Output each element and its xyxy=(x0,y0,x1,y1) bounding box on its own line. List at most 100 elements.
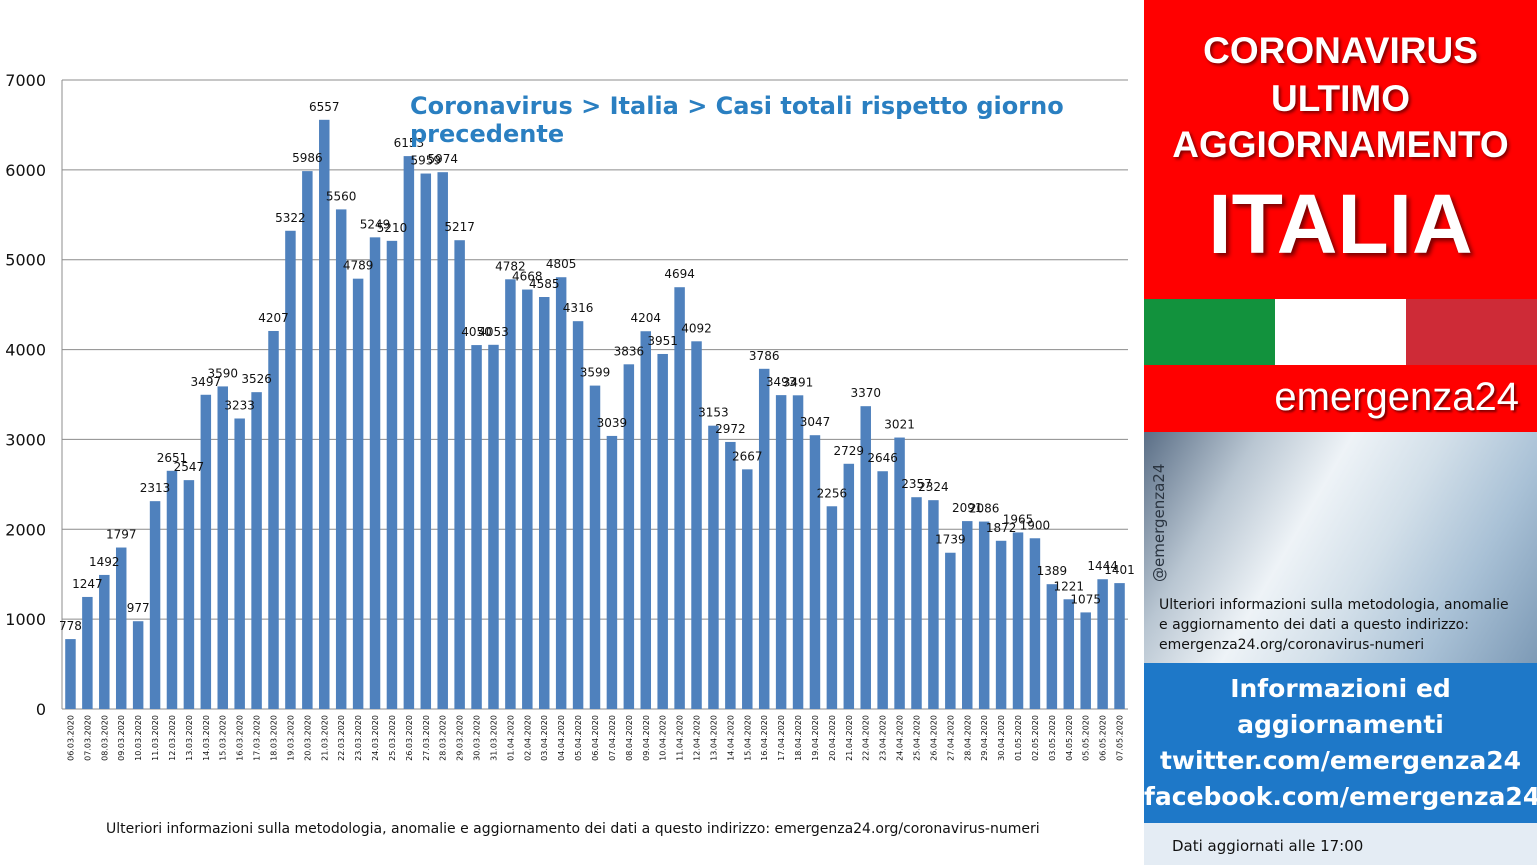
x-tick-label: 21.03.2020 xyxy=(320,715,329,761)
bar xyxy=(386,240,398,709)
bar xyxy=(302,171,313,710)
x-tick-label: 15.03.2020 xyxy=(219,715,228,761)
x-tick-label: 12.03.2020 xyxy=(168,715,177,761)
data-label: 1389 xyxy=(1037,564,1068,578)
methodology-note-line: emergenza24.org/coronavirus-numeri xyxy=(1159,637,1425,653)
data-label: 4092 xyxy=(681,321,712,335)
data-label: 1221 xyxy=(1054,579,1085,593)
x-tick-label: 24.04.2020 xyxy=(896,715,905,761)
data-label: 3493 xyxy=(766,375,797,389)
data-label: 5974 xyxy=(427,152,458,166)
data-label: 6557 xyxy=(309,100,340,114)
bar xyxy=(217,386,228,709)
bar xyxy=(319,119,330,710)
bar xyxy=(285,230,296,710)
data-label: 2357 xyxy=(901,477,932,491)
x-tick-label: 08.04.2020 xyxy=(625,715,634,761)
data-label: 2091 xyxy=(952,501,983,515)
x-tick-label: 05.05.2020 xyxy=(1082,715,1091,761)
data-label: 4050 xyxy=(461,325,492,339)
x-tick-label: 10.03.2020 xyxy=(134,715,143,761)
facebook-link[interactable]: facebook.com/emergenza24 xyxy=(1144,782,1537,811)
bar xyxy=(860,406,871,709)
data-label: 1797 xyxy=(106,528,137,542)
data-label: 2324 xyxy=(918,480,949,494)
x-tick-label: 23.03.2020 xyxy=(354,715,363,761)
x-tick-label: 07.04.2020 xyxy=(608,715,617,761)
bar xyxy=(758,368,770,709)
y-axis-ticks: 0 1000 2000 3000 4000 5000 6000 7000 xyxy=(5,71,46,719)
bar xyxy=(538,297,550,709)
flag-red-band xyxy=(1406,299,1537,365)
bar xyxy=(962,521,973,709)
headline-line-1: CORONAVIRUS xyxy=(1203,30,1478,71)
bar xyxy=(65,639,76,709)
headline-line-2: ULTIMO xyxy=(1270,78,1411,119)
x-tick-label: 21.04.2020 xyxy=(845,715,854,761)
data-label: 5986 xyxy=(292,151,323,165)
data-label: 5249 xyxy=(360,217,391,231)
data-label: 2972 xyxy=(715,422,746,436)
data-label: 1444 xyxy=(1087,559,1118,573)
bar xyxy=(877,471,888,709)
bar xyxy=(894,437,905,709)
bar xyxy=(99,574,110,709)
bar xyxy=(742,469,753,709)
bar xyxy=(352,278,364,709)
x-tick-label: 04.05.2020 xyxy=(1065,715,1074,761)
x-tick-label: 29.03.2020 xyxy=(456,715,465,761)
methodology-note: Ulteriori informazioni sulla metodologia… xyxy=(1159,595,1529,655)
data-label: 4207 xyxy=(258,311,289,325)
y-tick-label: 6000 xyxy=(5,161,46,180)
bar xyxy=(691,341,702,709)
data-label: 4805 xyxy=(546,257,577,271)
x-tick-label: 13.04.2020 xyxy=(709,715,718,761)
data-label: 1872 xyxy=(986,521,1017,535)
x-tick-label: 06.05.2020 xyxy=(1099,715,1108,761)
data-label: 3370 xyxy=(850,386,881,400)
headline-box: CORONAVIRUS ULTIMO AGGIORNAMENTO ITALIA xyxy=(1144,0,1537,299)
x-tick-label: 25.03.2020 xyxy=(388,715,397,761)
bar xyxy=(657,353,668,709)
x-tick-label: 06.04.2020 xyxy=(591,715,600,761)
bar xyxy=(505,279,516,709)
bar xyxy=(843,463,855,709)
x-tick-label: 30.04.2020 xyxy=(997,715,1006,761)
x-tick-label: 19.04.2020 xyxy=(811,715,820,761)
data-label: 3599 xyxy=(580,366,611,380)
bar xyxy=(369,237,381,710)
bar xyxy=(640,331,652,709)
x-tick-label: 29.04.2020 xyxy=(980,715,989,761)
x-tick-label: 05.04.2020 xyxy=(574,715,583,761)
data-label: 5959 xyxy=(411,154,442,168)
x-tick-label: 11.04.2020 xyxy=(676,715,685,761)
bar xyxy=(183,480,195,709)
bar xyxy=(1114,583,1125,709)
bar xyxy=(437,172,448,710)
x-tick-label: 01.04.2020 xyxy=(506,715,515,761)
data-label: 1075 xyxy=(1070,592,1101,606)
bar xyxy=(149,501,161,709)
info-heading-line-2: aggiornamenti xyxy=(1237,710,1444,739)
bar xyxy=(420,173,432,710)
bar xyxy=(1029,538,1041,709)
x-tick-label: 07.05.2020 xyxy=(1116,715,1125,761)
bar xyxy=(251,392,262,709)
data-label: 3951 xyxy=(647,334,678,348)
bar xyxy=(82,596,93,709)
twitter-link[interactable]: twitter.com/emergenza24 xyxy=(1159,746,1522,775)
x-tick-label: 25.04.2020 xyxy=(912,715,921,761)
bar xyxy=(792,395,804,709)
bar xyxy=(234,418,245,709)
data-label: 2646 xyxy=(867,451,898,465)
x-tick-label: 19.03.2020 xyxy=(286,715,295,761)
headline-line-3: AGGIORNAMENTO xyxy=(1172,124,1509,165)
bar xyxy=(166,470,178,709)
x-tick-label: 17.04.2020 xyxy=(777,715,786,761)
x-tick-label: 26.04.2020 xyxy=(929,715,938,761)
y-tick-label: 3000 xyxy=(5,430,46,449)
chart-footnote: Ulteriori informazioni sulla metodologia… xyxy=(106,821,1040,837)
data-label: 4789 xyxy=(343,259,374,273)
x-tick-label: 20.03.2020 xyxy=(303,715,312,761)
